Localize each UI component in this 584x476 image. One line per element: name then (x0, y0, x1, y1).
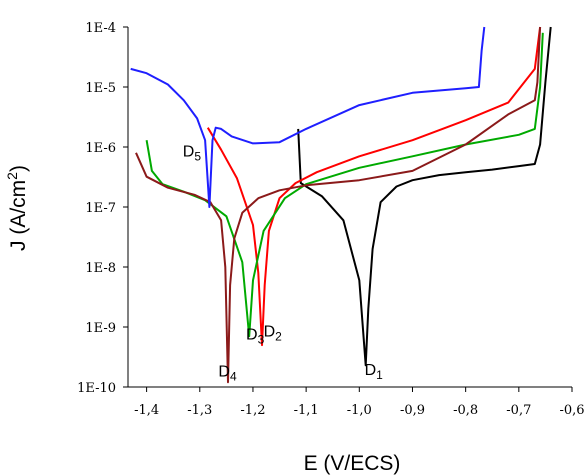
x-tick-label: -1,0 (347, 403, 372, 418)
x-tick-label: -0,8 (453, 403, 478, 418)
y-axis-title-close: ) (7, 165, 30, 172)
curves-layer (130, 26, 552, 384)
x-tick-label: -1,4 (134, 403, 159, 418)
x-tick-label: -0,9 (400, 403, 425, 418)
curve-label-d3: D3 (246, 326, 265, 346)
y-tick-label: 1E-8 (85, 261, 116, 276)
ticks-layer: -1,4 -1,3 -1,2 -1,1 -1,0 -0,9 -0,8 -0,7 -0,6 1E-1… (77, 21, 584, 418)
curve-d2 (206, 26, 542, 347)
x-tick-label: -1,1 (294, 403, 319, 418)
curve-label-d5: D5 (183, 143, 202, 163)
y-tick-label: 1E-10 (77, 381, 116, 396)
x-tick-label: -1,3 (187, 403, 212, 418)
y-axis-title-superscript: 2 (4, 172, 20, 180)
curve-d5 (130, 26, 486, 208)
x-tick-label: -0,7 (506, 403, 531, 418)
curve-label-d2: D2 (264, 323, 283, 343)
y-tick-label: 1E-6 (85, 141, 116, 156)
curve-label-d1: D1 (365, 362, 384, 382)
y-tick-label: 1E-4 (85, 21, 116, 36)
x-tick-label: -0,6 (559, 403, 584, 418)
curve-d3 (145, 32, 544, 338)
x-axis-title: E (V/ECS) (304, 452, 401, 475)
y-axis-title: J (A/cm2) (4, 165, 30, 251)
curve-label-d4: D4 (218, 363, 237, 383)
y-tick-label: 1E-7 (85, 201, 116, 216)
y-tick-label: 1E-5 (85, 81, 116, 96)
curve-d4 (135, 26, 542, 384)
y-tick-label: 1E-9 (85, 321, 116, 336)
y-axis-title-main: J (A/cm (7, 180, 30, 251)
axes-layer (127, 27, 572, 388)
x-tick-label: -1,2 (240, 403, 265, 418)
curve-d1 (297, 26, 552, 367)
